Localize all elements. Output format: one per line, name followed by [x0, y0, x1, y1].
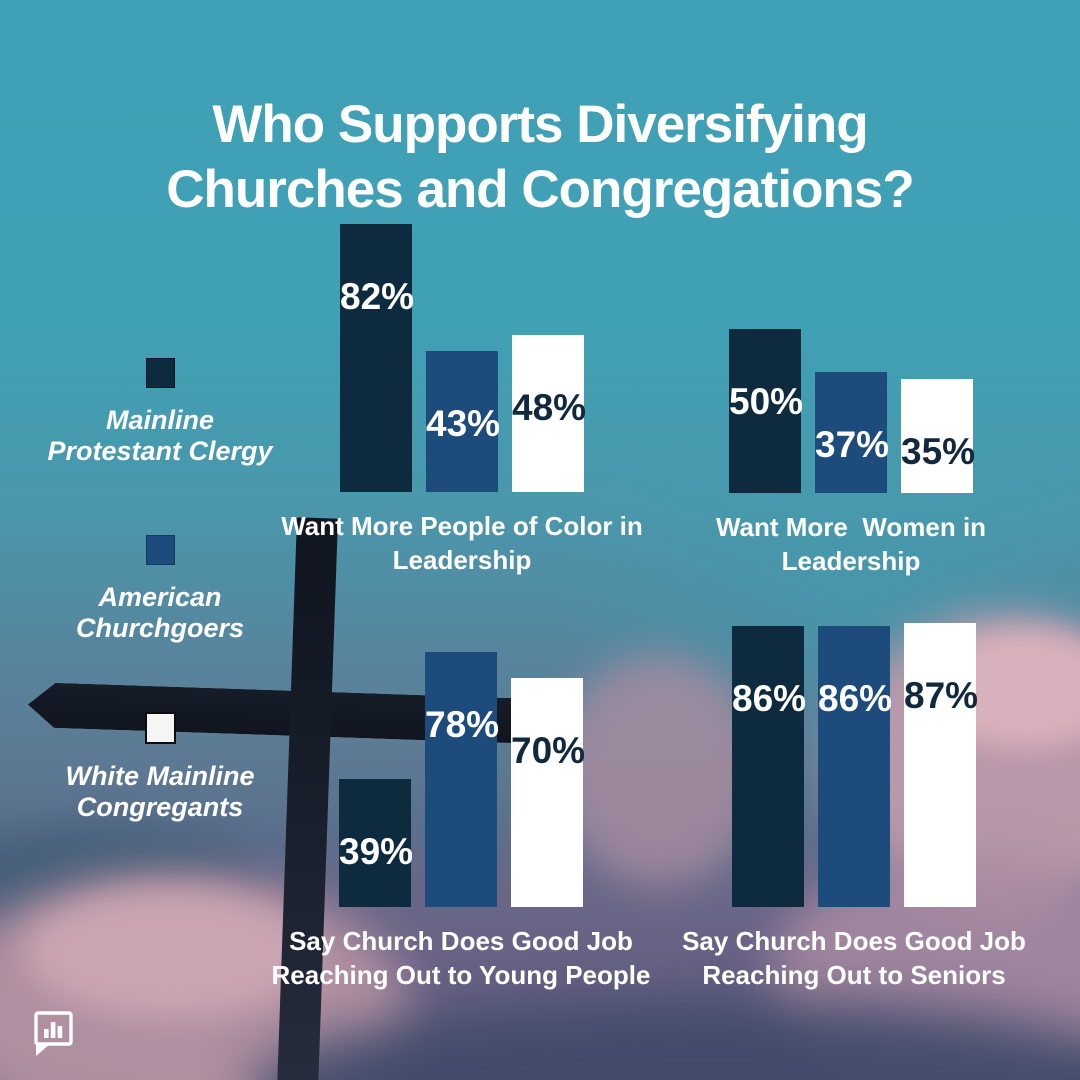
bar-american-churchgoers: 43%	[426, 351, 501, 492]
legend-label: American Churchgoers	[75, 582, 245, 644]
cloud	[555, 655, 765, 885]
bar-value-label: 78%	[425, 704, 500, 745]
bar-american-churchgoers: 78%	[425, 652, 500, 907]
legend-item-white-mainline-congregants: White Mainline Congregants	[20, 712, 300, 824]
bar-mainline-protestant-clergy: 86%	[732, 626, 807, 907]
chart-group-title: Want More People of Color in Leadership	[281, 511, 643, 575]
chart-group-women: 50% 37% 35% Want More Women in Leadershi…	[716, 193, 986, 576]
cloud	[25, 888, 315, 1018]
bar-white-mainline-congregants: 35%	[901, 379, 976, 493]
bar-white-mainline-congregants: 70%	[511, 678, 586, 907]
bar-white-mainline-congregants: 48%	[512, 335, 587, 492]
chart-group-seniors: 86% 86% 87% Say Church Does Good Job Rea…	[682, 607, 1026, 990]
chart-group-young-people: 39% 78% 70% Say Church Does Good Job Rea…	[272, 607, 650, 990]
bar-cluster: 39% 78% 70%	[339, 607, 586, 907]
bar-cluster: 82% 43% 48%	[340, 192, 587, 492]
chart-group-title: Want More Women in Leadership	[715, 512, 987, 576]
legend-swatch-dark-navy	[145, 358, 175, 388]
legend-item-mainline-protestant-clergy: Mainline Protestant Clergy	[20, 358, 300, 468]
bar-value-label: 87%	[904, 675, 979, 716]
bar-value-label: 48%	[512, 387, 587, 428]
bar-cluster: 86% 86% 87%	[732, 607, 979, 907]
bar-mainline-protestant-clergy: 39%	[339, 779, 414, 907]
chart-group-people-of-color: 82% 43% 48% Want More People of Color in…	[281, 192, 643, 575]
bar-mainline-protestant-clergy: 50%	[729, 329, 804, 493]
legend-swatch-white	[144, 712, 176, 744]
bar-value-label: 37%	[815, 424, 890, 465]
bar-white-mainline-congregants: 87%	[904, 623, 979, 907]
chart-group-title: Say Church Does Good Job Reaching Out to…	[682, 926, 1026, 990]
bar-value-label: 50%	[729, 381, 804, 422]
bar-value-label: 70%	[511, 730, 586, 771]
bar-value-label: 43%	[426, 403, 501, 444]
legend-item-american-churchgoers: American Churchgoers	[20, 535, 300, 645]
bar-value-label: 35%	[901, 431, 976, 472]
bar-cluster: 50% 37% 35%	[729, 193, 976, 493]
bar-american-churchgoers: 86%	[818, 626, 893, 907]
bar-value-label: 86%	[818, 678, 893, 719]
legend-label: White Mainline Congregants	[65, 761, 255, 823]
bar-value-label: 82%	[340, 276, 415, 317]
bar-mainline-protestant-clergy: 82%	[340, 224, 415, 492]
title-line-1: Who Supports Diversifying	[212, 94, 868, 154]
bar-chart-speech-bubble-logo-icon	[34, 1011, 73, 1056]
page-title: Who Supports Diversifying Churches and C…	[0, 92, 1080, 223]
bar-american-churchgoers: 37%	[815, 372, 890, 493]
legend-swatch-blue	[145, 535, 175, 565]
bar-value-label: 39%	[339, 831, 414, 872]
legend-label: Mainline Protestant Clergy	[47, 405, 273, 467]
bar-value-label: 86%	[732, 678, 807, 719]
chart-group-title: Say Church Does Good Job Reaching Out to…	[271, 926, 651, 990]
title-line-2: Churches and Congregations?	[166, 160, 914, 220]
